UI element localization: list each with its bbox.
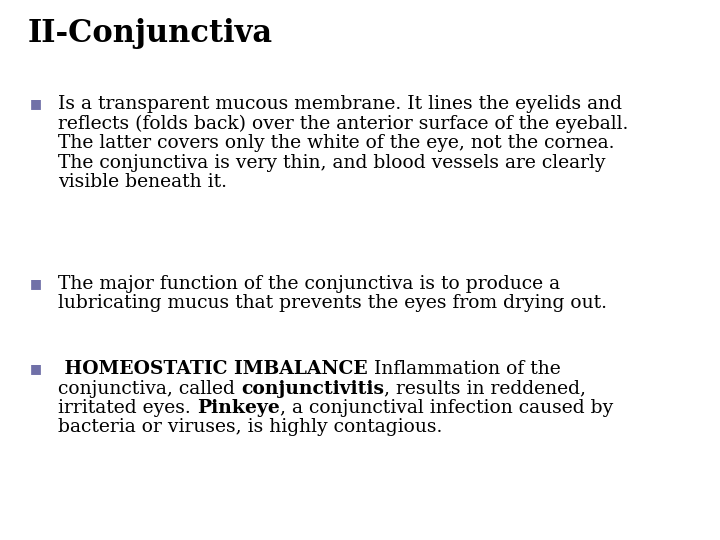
Text: Is a transparent mucous membrane. It lines the eyelids and: Is a transparent mucous membrane. It lin… — [58, 95, 622, 113]
Text: The latter covers only the white of the eye, not the cornea.: The latter covers only the white of the … — [58, 134, 614, 152]
Text: HOMEOSTATIC IMBALANCE: HOMEOSTATIC IMBALANCE — [58, 360, 368, 378]
Text: irritated eyes.: irritated eyes. — [58, 399, 197, 417]
Text: The major function of the conjunctiva is to produce a: The major function of the conjunctiva is… — [58, 275, 560, 293]
Text: reflects (folds back) over the anterior surface of the eyeball.: reflects (folds back) over the anterior … — [58, 114, 629, 133]
Text: conjunctiva, called: conjunctiva, called — [58, 380, 241, 397]
Text: II-Conjunctiva: II-Conjunctiva — [28, 18, 273, 49]
Text: ■: ■ — [30, 97, 42, 110]
Text: , a conjunctival infection caused by: , a conjunctival infection caused by — [279, 399, 613, 417]
Text: lubricating mucus that prevents the eyes from drying out.: lubricating mucus that prevents the eyes… — [58, 294, 607, 313]
Text: The conjunctiva is very thin, and blood vessels are clearly: The conjunctiva is very thin, and blood … — [58, 153, 606, 172]
Text: ■: ■ — [30, 362, 42, 375]
Text: bacteria or viruses, is highly contagious.: bacteria or viruses, is highly contagiou… — [58, 418, 442, 436]
Text: , results in reddened,: , results in reddened, — [384, 380, 586, 397]
Text: Pinkeye: Pinkeye — [197, 399, 279, 417]
Text: ■: ■ — [30, 277, 42, 290]
Text: Inflammation of the: Inflammation of the — [368, 360, 560, 378]
Text: conjunctivitis: conjunctivitis — [241, 380, 384, 397]
Text: visible beneath it.: visible beneath it. — [58, 173, 227, 191]
